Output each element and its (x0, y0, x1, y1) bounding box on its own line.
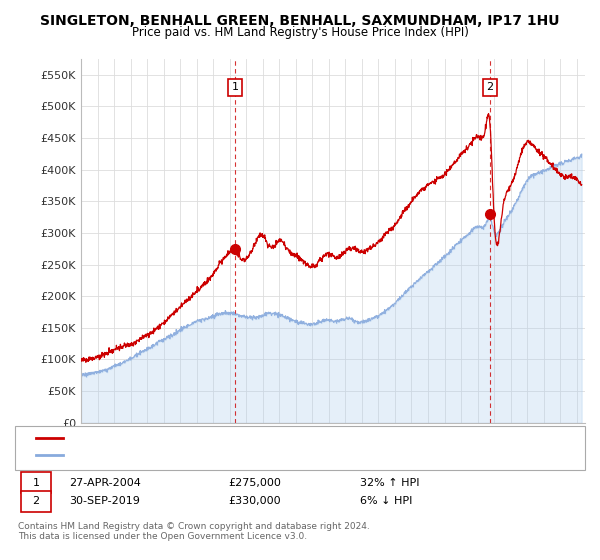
Text: 27-APR-2004: 27-APR-2004 (69, 478, 141, 488)
Text: 30-SEP-2019: 30-SEP-2019 (69, 496, 140, 506)
Text: 6% ↓ HPI: 6% ↓ HPI (360, 496, 412, 506)
Text: 1: 1 (32, 478, 40, 488)
Text: 2: 2 (487, 82, 494, 92)
Text: 2: 2 (32, 496, 40, 506)
Text: HPI: Average price, detached house, East Suffolk: HPI: Average price, detached house, East… (67, 450, 311, 460)
Text: SINGLETON, BENHALL GREEN, BENHALL, SAXMUNDHAM, IP17 1HU (detached house): SINGLETON, BENHALL GREEN, BENHALL, SAXMU… (67, 433, 491, 443)
Text: £330,000: £330,000 (228, 496, 281, 506)
Text: SINGLETON, BENHALL GREEN, BENHALL, SAXMUNDHAM, IP17 1HU: SINGLETON, BENHALL GREEN, BENHALL, SAXMU… (40, 14, 560, 28)
Text: 1: 1 (232, 82, 239, 92)
Text: Price paid vs. HM Land Registry's House Price Index (HPI): Price paid vs. HM Land Registry's House … (131, 26, 469, 39)
Text: Contains HM Land Registry data © Crown copyright and database right 2024.
This d: Contains HM Land Registry data © Crown c… (18, 522, 370, 542)
Text: 32% ↑ HPI: 32% ↑ HPI (360, 478, 419, 488)
Text: £275,000: £275,000 (228, 478, 281, 488)
